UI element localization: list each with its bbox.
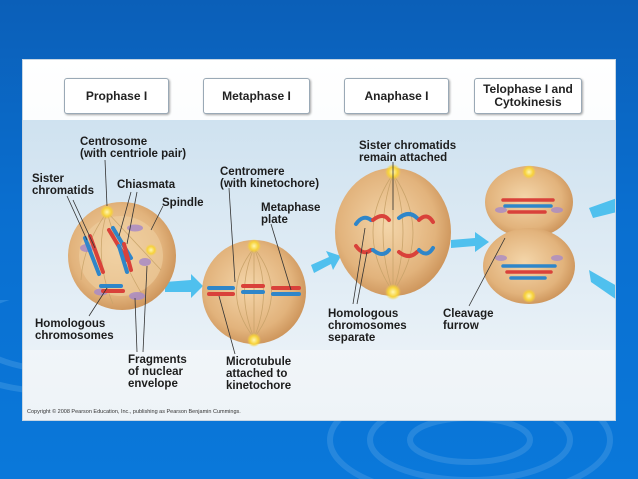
phase-label: Prophase I (85, 88, 148, 103)
label-sister-chromatids-remain: Sister chromatids remain attached (359, 140, 457, 164)
label-cleavage-furrow: Cleavage furrow (443, 308, 494, 332)
label-chiasmata: Chiasmata (117, 179, 176, 191)
telophase-cells (483, 165, 575, 304)
figure-panel: Prophase I Metaphase I Anaphase I Teloph… (22, 59, 616, 421)
label-homologous-chromosomes: Homologous chromosomes (35, 318, 114, 342)
label-spindle: Spindle (162, 197, 204, 209)
phase-label: Metaphase I (222, 88, 291, 103)
phase-label: Anaphase I (364, 88, 429, 103)
label-microtubule: Microtubule attached to kinetochore (226, 356, 292, 392)
meiosis-diagram (23, 120, 615, 355)
label-fragments-nuclear-envelope: Fragments of nuclear envelope (128, 354, 187, 390)
label-homologous-separate: Homologous chromosomes separate (328, 308, 407, 344)
label-metaphase-plate: Metaphase plate (261, 202, 321, 226)
label-centrosome: Centrosome (with centriole pair) (80, 136, 187, 160)
label-centromere: Centromere (with kinetochore) (220, 166, 320, 190)
phase-anaphase-i: Anaphase I (344, 78, 449, 114)
transition-arrows (165, 198, 615, 299)
copyright-text: Copyright © 2008 Pearson Education, Inc.… (27, 409, 241, 415)
phase-label: Telophase I and Cytokinesis (483, 82, 573, 109)
phase-prophase-i: Prophase I (64, 78, 169, 114)
prophase-cell (68, 202, 176, 310)
phase-telophase-i: Telophase I and Cytokinesis (474, 78, 582, 114)
metaphase-cell (202, 239, 306, 347)
label-sister-chromatids: Sister chromatids (32, 173, 94, 197)
leader-lines (66, 159, 506, 355)
phase-metaphase-i: Metaphase I (203, 78, 310, 114)
anaphase-cell (335, 164, 451, 300)
